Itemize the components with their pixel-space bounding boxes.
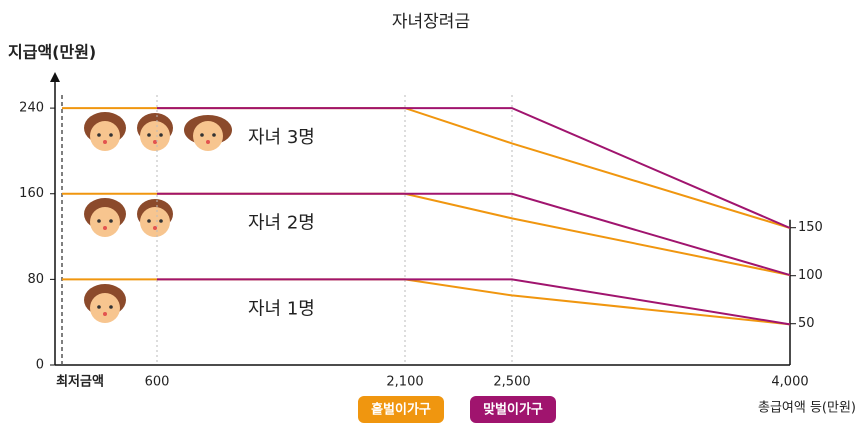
x-tick-label: 2,100 <box>386 375 423 390</box>
face <box>84 284 126 323</box>
y-axis-arrow <box>50 72 60 82</box>
x-tick-label: 600 <box>145 375 170 390</box>
legend-label: 맞벌이가구 <box>483 402 543 418</box>
faces <box>84 112 232 323</box>
face <box>137 113 173 151</box>
legend-swatch <box>358 396 444 423</box>
x-tick-label: 2,500 <box>493 375 530 390</box>
x-tick-label: 최저금액 <box>56 375 104 390</box>
y-tick-label: 240 <box>19 101 44 116</box>
y2-tick-label: 150 <box>798 220 823 235</box>
annotation: 자녀 1명 <box>248 298 315 319</box>
annotation: 자녀 3명 <box>248 127 315 148</box>
series-line <box>62 278 791 326</box>
series-line <box>157 278 791 326</box>
chart-title: 자녀장려금 <box>392 12 470 32</box>
y-tick-label: 0 <box>36 358 44 373</box>
legend-swatch <box>470 396 556 423</box>
y-tick-label: 160 <box>19 186 44 201</box>
x-tick-label: 4,000 <box>771 375 808 390</box>
legend-label: 홑벌이가구 <box>371 402 431 418</box>
y2-tick-label: 50 <box>798 316 815 331</box>
y-axis-label: 지급액(만원) <box>8 43 96 62</box>
y2-tick-label: 100 <box>798 268 823 283</box>
y-tick-label: 80 <box>27 272 44 287</box>
annotation: 자녀 2명 <box>248 213 315 234</box>
face <box>184 115 232 151</box>
face <box>137 199 173 237</box>
x-axis-label: 총급여액 등(만원) <box>758 401 856 416</box>
face <box>84 198 126 237</box>
series-line <box>62 192 791 277</box>
series-line <box>157 107 791 229</box>
series-line <box>157 192 791 277</box>
face <box>84 112 126 151</box>
